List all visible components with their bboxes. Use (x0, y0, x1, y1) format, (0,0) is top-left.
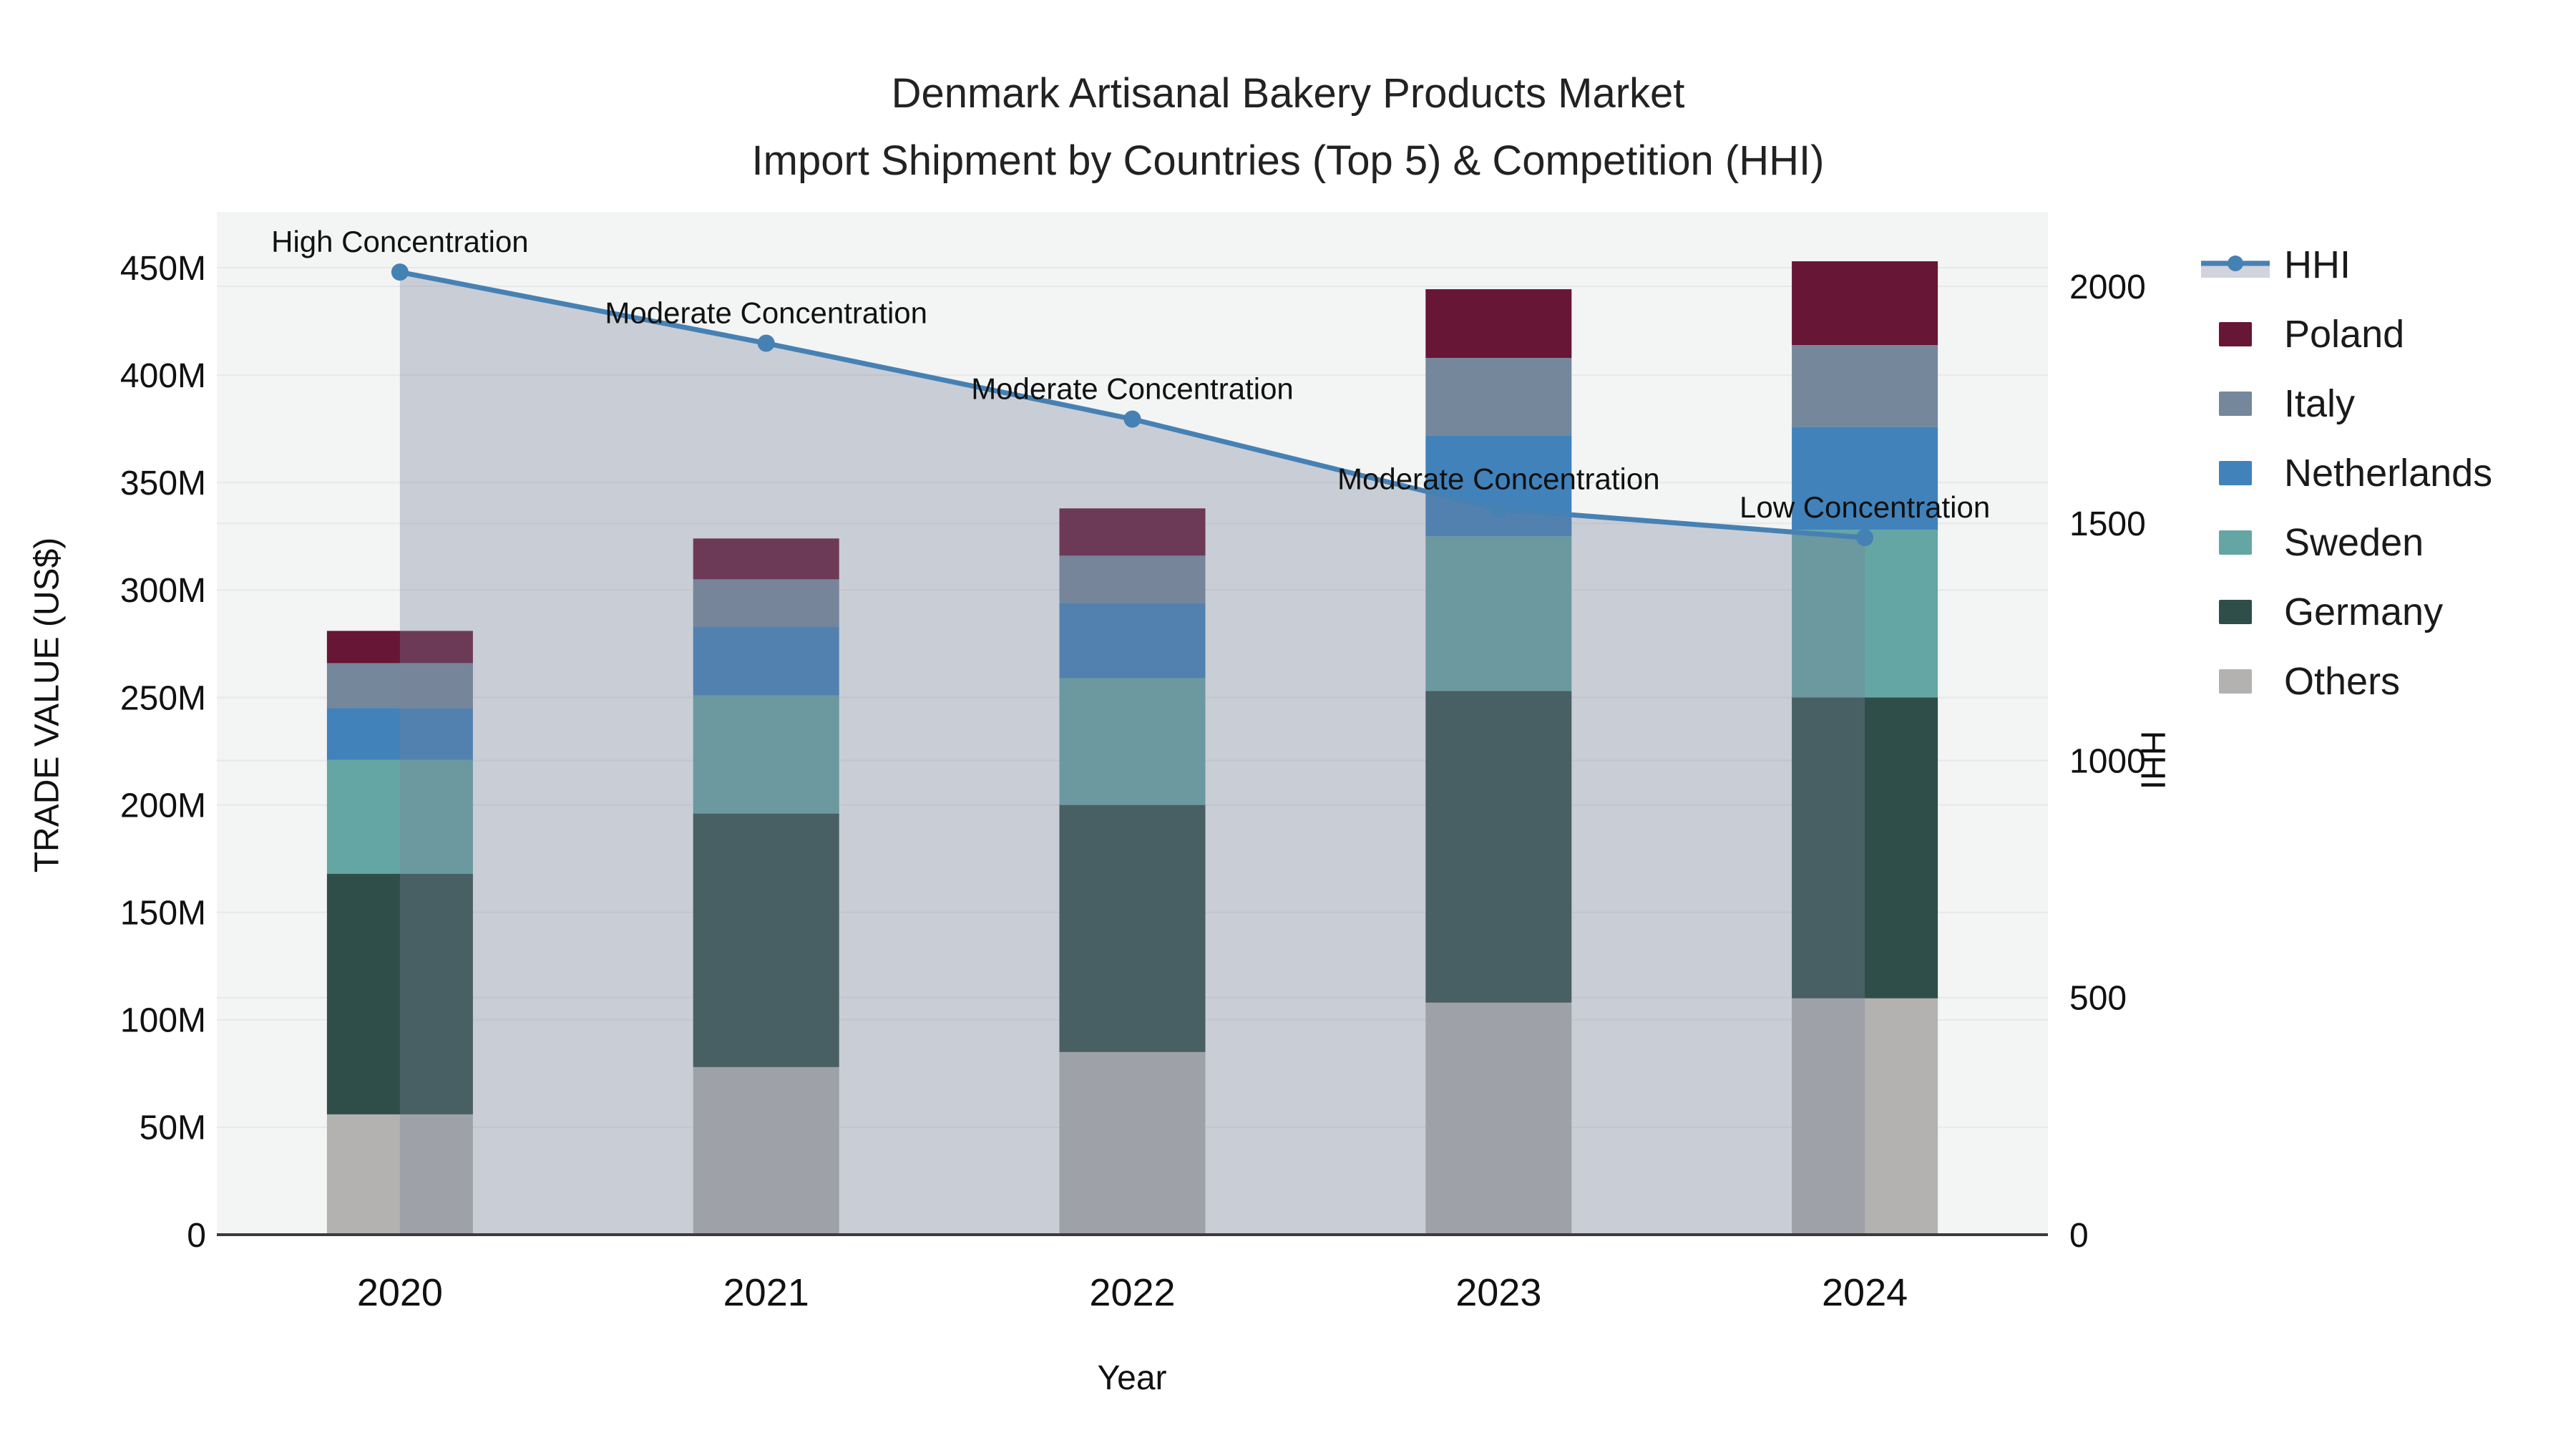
color-swatch-icon (2198, 391, 2273, 416)
bar-segment-2021-netherlands[interactable] (693, 626, 839, 696)
bar-segment-2020-sweden[interactable] (326, 759, 473, 874)
legend-item-poland[interactable]: Poland (2198, 299, 2492, 369)
chart-title-line2: Import Shipment by Countries (Top 5) & C… (751, 137, 1825, 184)
y-left-tick-400M: 400M (120, 357, 206, 395)
y-axis-title-right: HHI (2133, 730, 2172, 790)
y-right-tick-1000: 1000 (2069, 742, 2146, 780)
legend-label: Sweden (2284, 520, 2424, 564)
legend-label: HHI (2284, 243, 2351, 286)
bar-segment-2020-others[interactable] (326, 1114, 473, 1235)
bar-segment-2024-italy[interactable] (1792, 345, 1938, 427)
color-swatch-icon (2198, 530, 2273, 555)
legend-label: Italy (2284, 382, 2356, 425)
y-left-tick-200M: 200M (120, 787, 206, 825)
x-axis-title: Year (1097, 1359, 1167, 1397)
annotation-2023: Moderate Concentration (1337, 462, 1660, 495)
legend-item-others[interactable]: Others (2198, 646, 2492, 716)
bar-segment-2020-netherlands[interactable] (326, 708, 473, 760)
bar-segment-2024-netherlands[interactable] (1792, 427, 1938, 530)
bar-segment-2022-others[interactable] (1059, 1051, 1206, 1235)
y-left-tick-300M: 300M (120, 572, 206, 610)
x-tick-2022: 2022 (1089, 1271, 1175, 1314)
hhi-marker-2022[interactable] (1123, 410, 1141, 428)
legend-label: Others (2284, 659, 2401, 703)
legend-item-germany[interactable]: Germany (2198, 577, 2492, 646)
hhi-marker-2023[interactable] (1490, 500, 1508, 518)
bar-segment-2023-italy[interactable] (1425, 358, 1572, 436)
y-left-tick-250M: 250M (120, 679, 206, 717)
bar-segment-2020-poland[interactable] (326, 631, 473, 664)
bar-segment-2022-germany[interactable] (1059, 805, 1206, 1052)
y-left-tick-350M: 350M (120, 465, 206, 502)
hhi-marker-2024[interactable] (1856, 529, 1874, 547)
chart-title: Denmark Artisanal Bakery Products Market… (0, 60, 2576, 195)
bar-segment-2022-sweden[interactable] (1059, 678, 1206, 805)
hhi-marker-2020[interactable] (391, 263, 409, 281)
bar-segment-2021-poland[interactable] (693, 538, 839, 580)
x-tick-2023: 2023 (1455, 1271, 1541, 1314)
bar-segment-2024-others[interactable] (1792, 998, 1938, 1235)
annotation-2021: Moderate Concentration (605, 296, 927, 330)
bar-segment-2024-sweden[interactable] (1792, 530, 1938, 698)
color-swatch-icon (2198, 460, 2273, 485)
x-tick-2024: 2024 (1822, 1271, 1908, 1314)
y-left-tick-50M: 50M (140, 1109, 206, 1147)
bar-segment-2023-germany[interactable] (1425, 691, 1572, 1003)
y-right-tick-0: 0 (2069, 1217, 2089, 1255)
bar-segment-2023-others[interactable] (1425, 1002, 1572, 1235)
bar-segment-2022-italy[interactable] (1059, 555, 1206, 603)
annotation-2024: Low Concentration (1740, 490, 1990, 524)
y-left-tick-150M: 150M (120, 894, 206, 932)
bar-segment-2021-sweden[interactable] (693, 695, 839, 814)
y-left-tick-0: 0 (187, 1217, 206, 1255)
legend-label: Poland (2284, 312, 2405, 356)
bar-segment-2023-sweden[interactable] (1425, 536, 1572, 691)
y-right-tick-1500: 1500 (2069, 505, 2146, 543)
legend-item-sweden[interactable]: Sweden (2198, 507, 2492, 577)
annotation-2022: Moderate Concentration (971, 372, 1294, 406)
color-swatch-icon (2198, 599, 2273, 624)
bar-segment-2021-others[interactable] (693, 1066, 839, 1235)
y-left-tick-450M: 450M (120, 250, 206, 288)
hhi-line-icon (2198, 248, 2273, 282)
legend: HHI Poland Italy Netherlands Sweden Germany Ot… (2198, 230, 2492, 716)
bar-segment-2023-poland[interactable] (1425, 289, 1572, 359)
legend-item-hhi[interactable]: HHI (2198, 230, 2492, 299)
bar-segment-2020-italy[interactable] (326, 663, 473, 709)
bar-segment-2024-poland[interactable] (1792, 261, 1938, 346)
legend-item-netherlands[interactable]: Netherlands (2198, 438, 2492, 507)
hhi-marker-2021[interactable] (757, 334, 775, 352)
annotation-2020: High Concentration (271, 225, 529, 258)
x-tick-2021: 2021 (723, 1271, 809, 1314)
color-swatch-icon (2198, 669, 2273, 694)
legend-item-italy[interactable]: Italy (2198, 369, 2492, 438)
bar-segment-2020-germany[interactable] (326, 873, 473, 1114)
bar-segment-2022-poland[interactable] (1059, 508, 1206, 556)
bar-segment-2024-germany[interactable] (1792, 697, 1938, 998)
y-axis-title-left: TRADE VALUE (US$) (28, 537, 67, 873)
legend-label: Netherlands (2284, 451, 2493, 495)
y-right-tick-500: 500 (2069, 980, 2127, 1018)
color-swatch-icon (2198, 321, 2273, 346)
bar-segment-2021-germany[interactable] (693, 813, 839, 1067)
chart-title-line1: Denmark Artisanal Bakery Products Market (891, 70, 1685, 117)
bar-segment-2021-italy[interactable] (693, 579, 839, 627)
y-left-tick-100M: 100M (120, 1002, 206, 1040)
bar-segment-2022-netherlands[interactable] (1059, 603, 1206, 679)
y-right-tick-2000: 2000 (2069, 268, 2146, 306)
legend-label: Germany (2284, 590, 2444, 633)
x-tick-2020: 2020 (357, 1271, 443, 1314)
bar-segment-2023-netherlands[interactable] (1425, 435, 1572, 537)
